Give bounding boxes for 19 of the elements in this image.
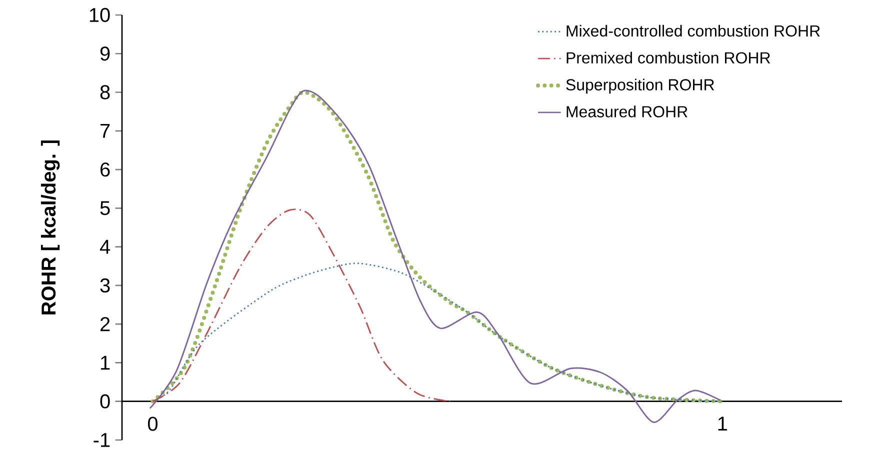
y-tick-label: 7 (100, 124, 110, 138)
line-series (152, 208, 451, 402)
legend-label: Superposition ROHR (566, 78, 714, 94)
y-tick-label: 9 (100, 46, 110, 61)
y-tick-label: 4 (100, 240, 110, 254)
y-tick-label: 6 (100, 162, 110, 176)
line-series (152, 262, 724, 402)
y-tick-label: 0 (100, 394, 110, 408)
y-axis-title: ROHR [ kcal/deg. ] (40, 140, 60, 314)
legend-label: Premixed combustion ROHR (566, 52, 770, 64)
y-tick-label: 5 (100, 201, 110, 215)
y-tick-label: 1 (101, 356, 110, 370)
y-tick-label: 8 (100, 85, 110, 100)
y-tick-label: -1 (94, 432, 110, 447)
y-tick-label: 2 (100, 316, 110, 331)
y-tick-label: 3 (100, 278, 110, 292)
legend-label: Mixed-controlled combustion ROHR (566, 24, 820, 36)
legend-label: Measured ROHR (566, 105, 688, 118)
y-tick-label: 10 (90, 8, 110, 22)
